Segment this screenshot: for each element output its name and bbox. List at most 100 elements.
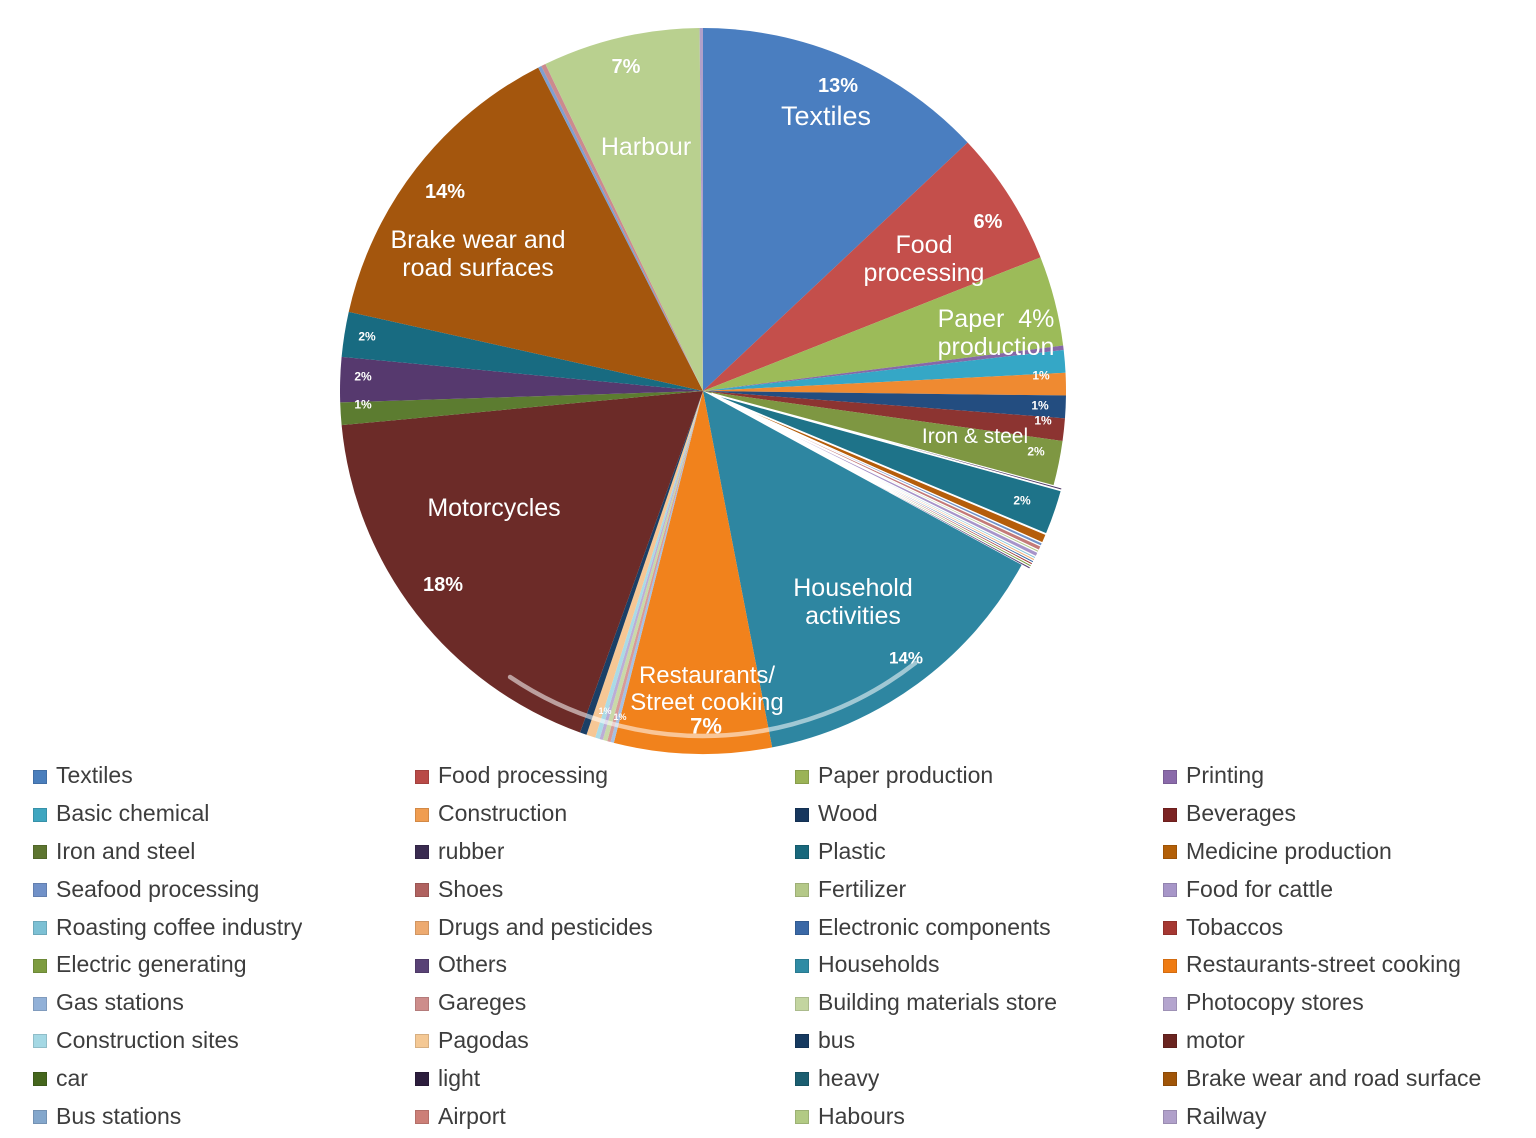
legend-swatch — [415, 958, 429, 973]
pie-slice-basic-chemical — [703, 350, 1066, 391]
legend-item-electric-generating: Electric generating — [33, 946, 415, 984]
pie-slice-motor — [341, 391, 703, 733]
legend-swatch — [33, 1110, 47, 1125]
pie-slice-construction — [703, 372, 1066, 396]
legend-label: Gareges — [438, 989, 527, 1016]
legend-swatch — [795, 1034, 809, 1049]
pie-slice-wood — [703, 391, 1066, 419]
legend-swatch — [1163, 996, 1177, 1011]
legend-label: Wood — [818, 800, 878, 827]
pie-slice-construction-sites — [595, 391, 703, 739]
legend-label: Gas stations — [56, 989, 184, 1016]
legend-label: Others — [438, 951, 508, 978]
pie-slice-car — [340, 391, 703, 426]
legend-label: Paper production — [818, 762, 994, 789]
legend-item-printing: Printing — [1163, 757, 1533, 795]
legend-swatch — [415, 883, 429, 898]
legend-item-construction-sites: Construction sites — [33, 1022, 415, 1060]
pie-slice-beverages — [703, 391, 1065, 442]
legend-item-pagodas: Pagodas — [415, 1022, 795, 1060]
pie-slice-pagodas — [586, 391, 703, 738]
legend-swatch — [795, 1110, 809, 1125]
legend-item-medicine-production: Medicine production — [1163, 833, 1533, 871]
legend-swatch — [33, 883, 47, 898]
legend-item-railway: Railway — [1163, 1097, 1533, 1135]
legend-label: car — [56, 1064, 88, 1091]
legend-item-gas-stations: Gas stations — [33, 984, 415, 1022]
legend-swatch — [1163, 958, 1177, 973]
legend-swatch — [795, 883, 809, 898]
legend-label: Restaurants-street cooking — [1186, 951, 1461, 978]
legend-item-bus: bus — [795, 1022, 1163, 1060]
legend-swatch — [415, 1034, 429, 1049]
legend-label: Construction — [438, 800, 568, 827]
legend-item-rubber: rubber — [415, 833, 795, 871]
legend-item-textiles: Textiles — [33, 757, 415, 795]
legend-label: Food for cattle — [1186, 875, 1334, 902]
legend-label: Photocopy stores — [1186, 989, 1364, 1016]
legend-swatch — [1163, 845, 1177, 860]
pie-slice-bus-stations — [538, 66, 703, 392]
pie-slice-food-processing — [703, 142, 1041, 391]
legend-label: rubber — [438, 837, 505, 864]
legend-swatch — [795, 769, 809, 784]
legend-item-tobaccos: Tobaccos — [1163, 908, 1533, 946]
legend-label: Fertilizer — [818, 875, 907, 902]
legend-swatch — [33, 958, 47, 973]
legend-item-construction: Construction — [415, 795, 795, 833]
legend-item-iron-and-steel: Iron and steel — [33, 833, 415, 871]
legend-label: Brake wear and road surface — [1186, 1064, 1482, 1091]
pie-slice-iron-and-steel — [703, 391, 1063, 486]
legend-label: Basic chemical — [56, 800, 210, 827]
legend-label: Drugs and pesticides — [438, 913, 653, 940]
legend-item-brake-wear-and-road-surface: Brake wear and road surface — [1163, 1059, 1533, 1097]
legend-swatch — [415, 921, 429, 936]
legend-swatch — [33, 1034, 47, 1049]
legend-item-motor: motor — [1163, 1022, 1533, 1060]
legend-item-seafood-processing: Seafood processing — [33, 870, 415, 908]
legend-label: Plastic — [818, 837, 886, 864]
pie-slice-households — [703, 391, 1022, 748]
legend-label: Shoes — [438, 875, 504, 902]
legend-item-airport: Airport — [415, 1097, 795, 1135]
pie-slice-habours — [545, 28, 703, 392]
legend-item-roasting-coffee-industry: Roasting coffee industry — [33, 908, 415, 946]
legend-item-gareges: Gareges — [415, 984, 795, 1022]
pie-slice-heavy — [341, 311, 703, 391]
legend-swatch — [415, 1110, 429, 1125]
pie-slice-gareges — [607, 391, 703, 743]
pie-slice-gas-stations — [610, 391, 703, 743]
legend-label: motor — [1186, 1026, 1245, 1053]
legend-swatch — [1163, 807, 1177, 822]
legend-label: Construction sites — [56, 1026, 239, 1053]
pie-slice-airport — [541, 64, 703, 392]
legend-item-beverages: Beverages — [1163, 795, 1533, 833]
legend-item-photocopy-stores: Photocopy stores — [1163, 984, 1533, 1022]
legend-label: Iron and steel — [56, 837, 196, 864]
legend-swatch — [1163, 921, 1177, 936]
legend-swatch — [795, 996, 809, 1011]
pie-slice-others — [710, 394, 1032, 570]
legend-label: Households — [818, 951, 940, 978]
legend-label: Building materials store — [818, 989, 1058, 1016]
legend-swatch — [415, 769, 429, 784]
legend-item-bus-stations: Bus stations — [33, 1097, 415, 1135]
legend-item-restaurants-street-cooking: Restaurants-street cooking — [1163, 946, 1533, 984]
legend-item-paper-production: Paper production — [795, 757, 1163, 795]
legend-item-wood: Wood — [795, 795, 1163, 833]
legend-swatch — [33, 769, 47, 784]
legend-item-drugs-and-pesticides: Drugs and pesticides — [415, 908, 795, 946]
legend-swatch — [33, 1072, 47, 1087]
legend-item-others: Others — [415, 946, 795, 984]
legend-swatch — [1163, 1072, 1177, 1087]
legend-swatch — [1163, 1110, 1177, 1125]
pie-slice-plastic — [711, 393, 1063, 535]
pie-slice-paper-production — [703, 257, 1064, 391]
legend-label: bus — [818, 1026, 856, 1053]
pie-svg — [340, 28, 1066, 754]
legend-swatch — [1163, 883, 1177, 898]
legend-swatch — [795, 845, 809, 860]
legend-label: Pagodas — [438, 1026, 529, 1053]
legend-item-shoes: Shoes — [415, 870, 795, 908]
legend-swatch — [795, 921, 809, 936]
